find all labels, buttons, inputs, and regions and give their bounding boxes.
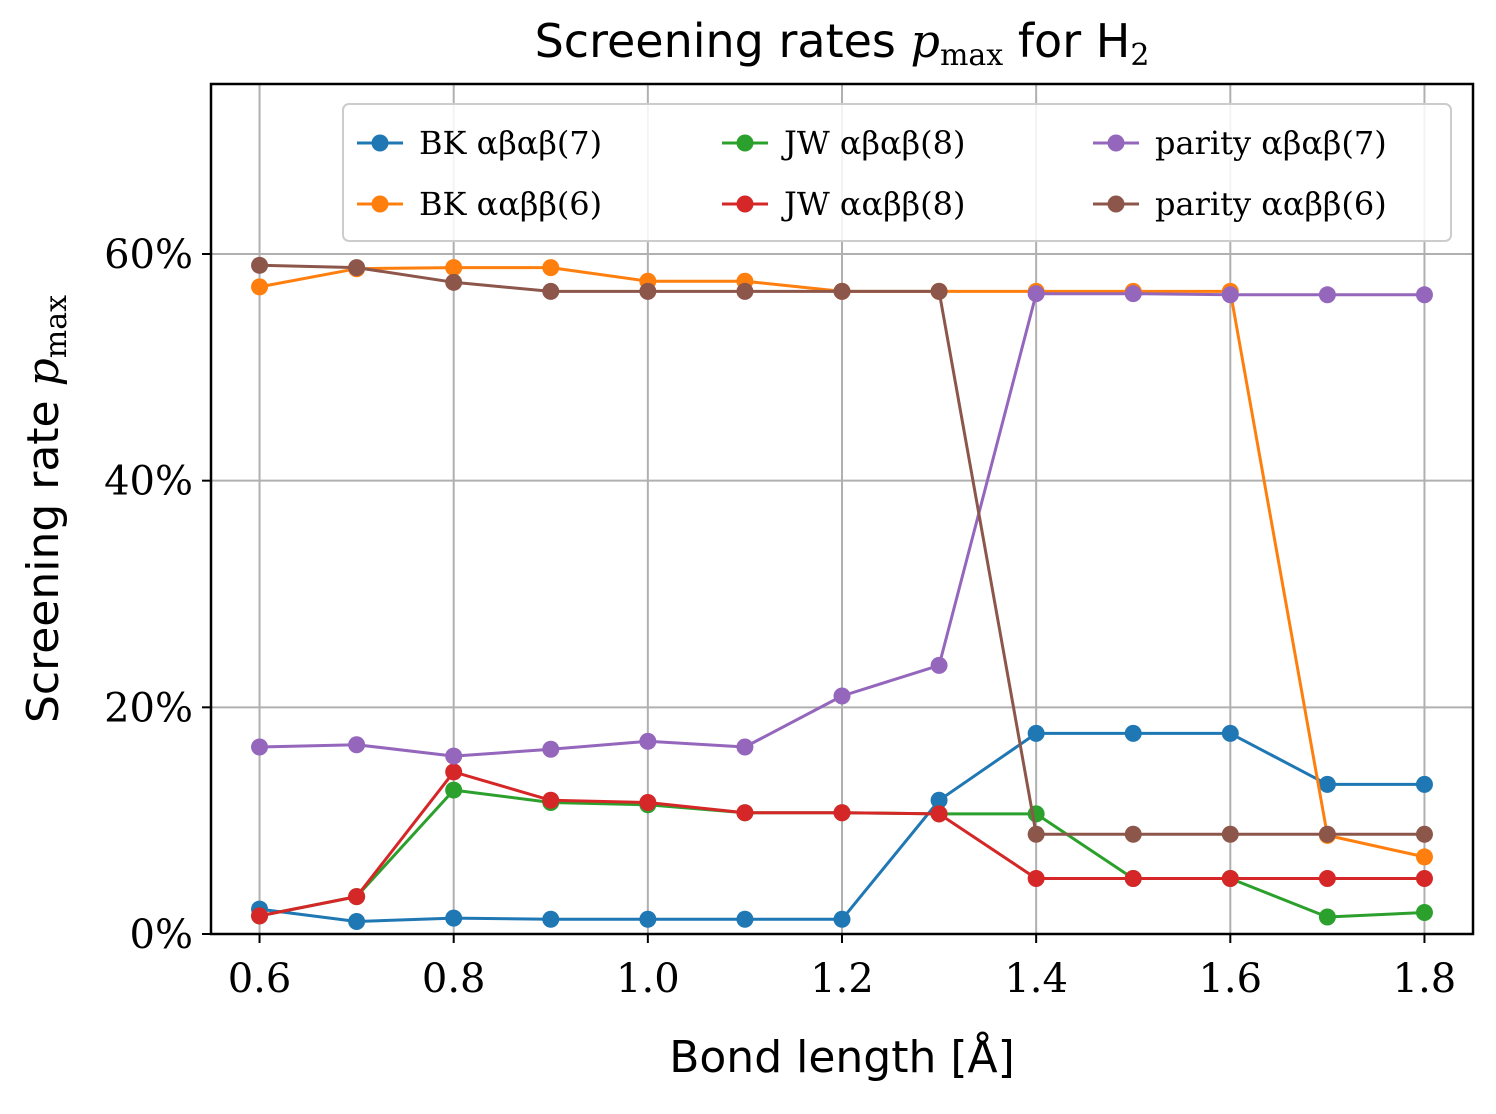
point-parity-7-1-1 <box>736 738 754 756</box>
point-bk-7-0-8 <box>445 909 463 927</box>
point-parity-7-1-6 <box>1221 286 1239 304</box>
point-bk-6-0-8 <box>445 259 463 277</box>
point-jw-8-1-3 <box>930 805 948 823</box>
point-jw-8-0-8 <box>445 763 463 781</box>
point-jw-8-1-7 <box>1318 908 1336 926</box>
point-jw-8-1-2 <box>833 804 851 822</box>
point-bk-7-1-5 <box>1124 724 1142 742</box>
x-axis-label: Bond length [Å] <box>669 1030 1015 1083</box>
series-parity-6 <box>251 256 1433 843</box>
point-jw-8-0-7 <box>348 888 366 906</box>
axis-ticks: 0.6 0.8 1.0 1.2 1.4 1.6 1.8 0% 20% 40% 60% <box>104 232 1456 1002</box>
legend-swatch-marker <box>1107 134 1125 152</box>
series-lines <box>251 256 1433 931</box>
legend-label: BK ααββ(6) <box>419 185 602 223</box>
legend-item-jw-8: JW ααββ(8) <box>722 185 965 223</box>
point-parity-6-1-8 <box>1415 825 1433 843</box>
chart-title: Screening rates pmax for H2 <box>535 14 1150 73</box>
legend-item-parity-7: parity αβαβ(7) <box>1093 124 1387 162</box>
legend: BK αβαβ(7) JW αβαβ(8) parity αβαβ(7) BK ααβ… <box>342 103 1452 242</box>
x-tick-label-0-6: 0.6 <box>228 956 292 1002</box>
point-parity-7-1-3 <box>930 656 948 674</box>
point-parity-7-1-8 <box>1415 286 1433 304</box>
point-bk-7-1-7 <box>1318 775 1336 793</box>
legend-item-bk-7: BK αβαβ(7) <box>357 124 602 162</box>
point-bk-6-0-9 <box>542 259 560 277</box>
legend-swatch-marker <box>1107 195 1125 213</box>
point-parity-6-0-6 <box>251 256 269 274</box>
point-jw-8-1 <box>639 794 657 812</box>
x-tick-label-1-6: 1.6 <box>1198 956 1262 1002</box>
point-jw-8-1-8 <box>1415 903 1433 921</box>
point-bk-7-1 <box>639 910 657 928</box>
point-bk-7-1-2 <box>833 910 851 928</box>
x-tick-label-1-4: 1.4 <box>1004 956 1068 1002</box>
point-parity-7-0-7 <box>348 736 366 754</box>
point-jw-8-1-1 <box>736 804 754 822</box>
point-parity-6-1-1 <box>736 282 754 300</box>
series-parity-7 <box>251 285 1433 765</box>
legend-item-bk-6: BK ααββ(6) <box>357 185 602 223</box>
point-jw-8-1-4 <box>1027 869 1045 887</box>
legend-item-parity-6: parity ααββ(6) <box>1093 185 1387 223</box>
point-jw-8-0-9 <box>542 791 560 809</box>
legend-label: JW αβαβ(8) <box>781 124 965 162</box>
y-tick-label-40: 40% <box>104 459 193 505</box>
point-parity-6-0-7 <box>348 259 366 277</box>
point-parity-6-1-5 <box>1124 825 1142 843</box>
legend-swatch-marker <box>371 134 389 152</box>
point-parity-6-1-2 <box>833 282 851 300</box>
point-parity-7-0-9 <box>542 740 560 758</box>
x-tick-label-0-8: 0.8 <box>422 956 486 1002</box>
point-parity-7-1 <box>639 732 657 750</box>
point-parity-7-1-5 <box>1124 285 1142 303</box>
legend-item-jw-8: JW αβαβ(8) <box>722 124 965 162</box>
point-bk-6-0-6 <box>251 278 269 296</box>
point-bk-7-1-6 <box>1221 724 1239 742</box>
legend-label: BK αβαβ(7) <box>419 124 602 162</box>
point-parity-7-0-8 <box>445 747 463 765</box>
point-bk-6-1-8 <box>1415 848 1433 866</box>
point-jw-8-1-7 <box>1318 869 1336 887</box>
point-parity-7-0-6 <box>251 738 269 756</box>
x-tick-label-1: 1.0 <box>616 956 680 1002</box>
point-jw-8-0-8 <box>445 781 463 799</box>
y-tick-label-20: 20% <box>104 685 193 731</box>
point-parity-6-1-4 <box>1027 825 1045 843</box>
point-bk-7-1-1 <box>736 910 754 928</box>
point-jw-8-1-8 <box>1415 869 1433 887</box>
point-parity-6-0-9 <box>542 282 560 300</box>
legend-box <box>342 103 1452 242</box>
point-parity-6-0-8 <box>445 273 463 291</box>
series-jw-8 <box>251 763 1433 925</box>
point-parity-7-1-2 <box>833 687 851 705</box>
point-parity-7-1-4 <box>1027 285 1045 303</box>
y-tick-label-0: 0% <box>130 912 193 958</box>
legend-swatch-marker <box>371 195 389 213</box>
point-bk-7-0-7 <box>348 913 366 931</box>
y-axis-label: Screening rate pmax <box>18 295 74 723</box>
point-parity-6-1-3 <box>930 282 948 300</box>
point-bk-7-1-3 <box>930 791 948 809</box>
legend-label: parity αβαβ(7) <box>1155 124 1387 162</box>
point-parity-7-1-7 <box>1318 286 1336 304</box>
legend-swatch-marker <box>736 134 754 152</box>
point-bk-7-0-9 <box>542 910 560 928</box>
x-tick-label-1-8: 1.8 <box>1393 956 1457 1002</box>
point-jw-8-0-6 <box>251 907 269 925</box>
legend-label: parity ααββ(6) <box>1155 185 1387 223</box>
x-tick-label-1-2: 1.2 <box>810 956 874 1002</box>
point-jw-8-1-5 <box>1124 869 1142 887</box>
point-parity-6-1-7 <box>1318 825 1336 843</box>
point-bk-7-1-8 <box>1415 775 1433 793</box>
legend-label: JW ααββ(8) <box>781 185 965 223</box>
y-tick-label-60: 60% <box>104 232 193 278</box>
legend-swatch-marker <box>736 195 754 213</box>
point-jw-8-1-6 <box>1221 869 1239 887</box>
point-bk-7-1-4 <box>1027 724 1045 742</box>
point-parity-6-1 <box>639 282 657 300</box>
point-parity-6-1-6 <box>1221 825 1239 843</box>
